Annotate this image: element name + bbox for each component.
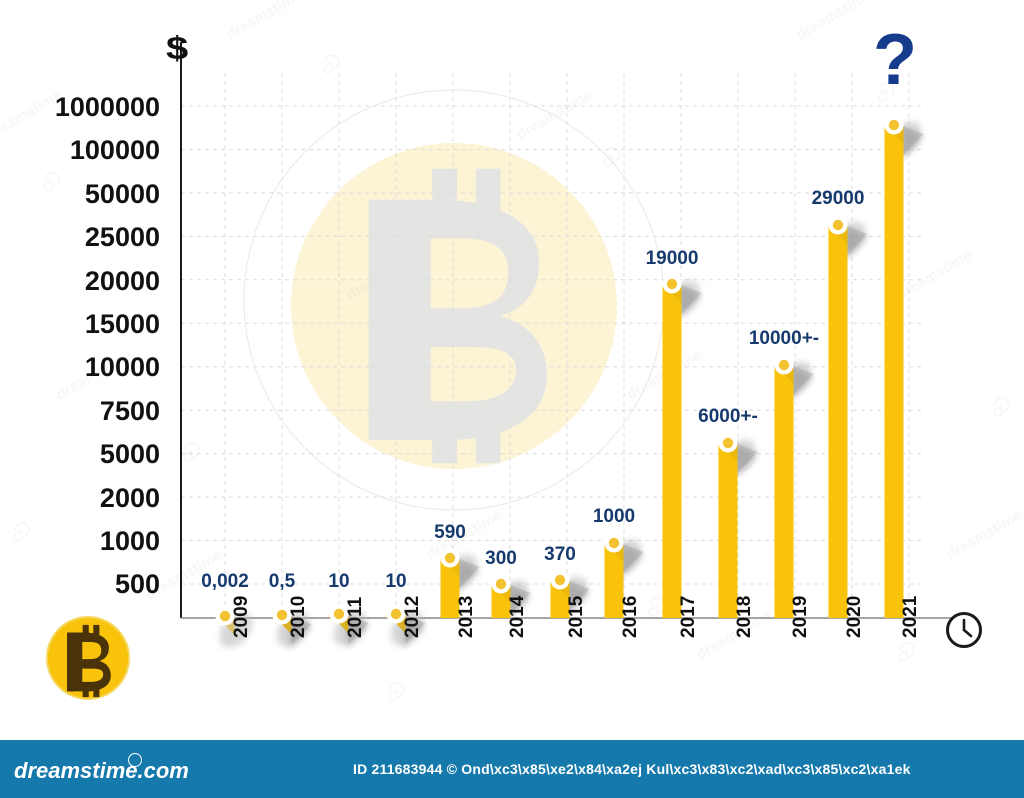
- svg-text:dreamstime: dreamstime: [894, 247, 975, 304]
- svg-text:dreamstime: dreamstime: [794, 0, 875, 43]
- svg-text:dreamstime: dreamstime: [514, 87, 595, 144]
- svg-text:dreamstime: dreamstime: [224, 0, 305, 43]
- svg-text:dreamstime: dreamstime: [944, 507, 1024, 564]
- svg-text:?: ?: [873, 20, 917, 100]
